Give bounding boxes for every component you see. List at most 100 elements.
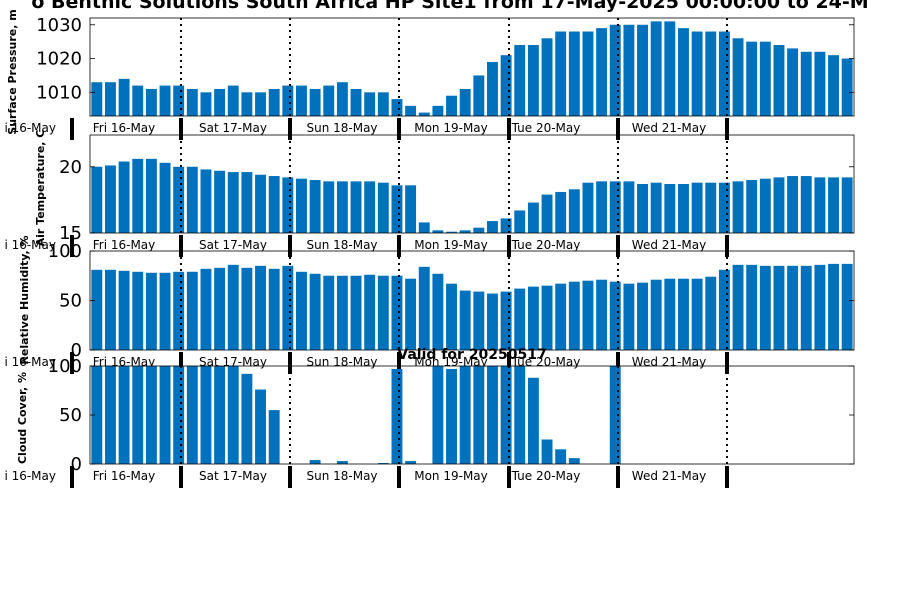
bar (746, 180, 758, 233)
bar (336, 275, 348, 350)
bar (541, 38, 553, 116)
bar (609, 24, 621, 116)
bar (609, 181, 621, 233)
bar (623, 283, 635, 350)
bar (227, 85, 239, 116)
bar (678, 184, 689, 233)
y-axis-label: Cloud Cover, % (16, 372, 29, 464)
bar (145, 272, 157, 350)
bar (145, 158, 157, 233)
bar (296, 271, 307, 350)
bar (705, 276, 717, 350)
bar (255, 174, 266, 233)
bar (432, 230, 444, 233)
bar (118, 78, 130, 116)
bar (527, 286, 539, 350)
bar (459, 230, 471, 233)
bar (200, 268, 212, 350)
bar (514, 210, 526, 233)
bar (227, 366, 239, 464)
bar (200, 169, 212, 233)
bar (732, 264, 744, 350)
bar (214, 366, 226, 464)
x-tick-label: Sat 17-May (199, 121, 267, 135)
bar (637, 24, 648, 116)
bar (296, 85, 307, 116)
x-tick-label: Fri 16-May (93, 469, 156, 483)
bar (336, 461, 348, 464)
bar (418, 266, 430, 350)
bar (91, 269, 103, 350)
x-tick-label: Wed 21-May (632, 355, 706, 369)
x-tick-label-cut: i 16-May (4, 469, 56, 483)
bar (623, 181, 635, 233)
y-tick-label: 50 (59, 291, 82, 312)
bar (596, 279, 608, 350)
bar (787, 176, 799, 233)
bar (650, 279, 662, 350)
bar (500, 55, 512, 116)
bar (500, 366, 512, 464)
bar (459, 88, 471, 116)
bar (691, 182, 703, 233)
bar (568, 281, 580, 350)
bar (377, 463, 389, 464)
x-tick-label: Tue 20-May (511, 469, 581, 483)
x-tick-label: Mon 19-May (414, 469, 488, 483)
x-tick-label: Tue 20-May (511, 355, 581, 369)
bar (746, 41, 758, 116)
bar (268, 410, 280, 464)
bar (746, 264, 758, 350)
bar (159, 272, 171, 350)
bar (814, 51, 826, 116)
bar (459, 290, 471, 350)
bar (405, 185, 417, 233)
bar (200, 92, 212, 116)
bar (268, 88, 280, 116)
bar (841, 263, 853, 350)
bar (596, 28, 608, 116)
bar (105, 82, 116, 116)
bar (255, 92, 266, 116)
bar (446, 95, 457, 116)
bar (473, 366, 485, 464)
x-tick-label-cut: i 16-May (4, 238, 56, 252)
y-tick-label: 100 (48, 356, 82, 377)
x-tick-label: Wed 21-May (632, 121, 706, 135)
bar (391, 185, 403, 233)
x-tick-label: Sun 18-May (306, 469, 377, 483)
panels: 1010 1020 1030 Surface Pressure, m Fri 16-Ma… (4, 9, 855, 488)
bar (309, 273, 321, 350)
bar (241, 267, 253, 350)
panel-1: 1010 1020 1030 Surface Pressure, m Fri 16-Ma… (4, 9, 855, 140)
x-tick-label: Sat 17-May (199, 238, 267, 252)
bar (391, 368, 403, 464)
bar (678, 278, 689, 350)
bar (582, 280, 594, 350)
bar (609, 281, 621, 350)
bar (500, 218, 512, 233)
bar (759, 41, 771, 116)
bar (186, 166, 198, 233)
bar (705, 31, 717, 116)
x-tick-label: Sun 18-May (306, 121, 377, 135)
bar (800, 265, 812, 350)
bar (582, 182, 594, 233)
bar (364, 181, 376, 233)
x-tick-label: Wed 21-May (632, 238, 706, 252)
x-tick-label: Mon 19-May (414, 355, 488, 369)
x-tick-label: Sun 18-May (306, 355, 377, 369)
bar (718, 182, 730, 233)
bar (173, 166, 185, 233)
x-tick-label: Tue 20-May (511, 121, 581, 135)
x-tick-label: Tue 20-May (511, 238, 581, 252)
bar (173, 366, 185, 464)
bar (800, 51, 812, 116)
bar (787, 48, 799, 116)
y-tick-label: 0 (71, 340, 82, 361)
y-axis-label: Air Temperature, C (34, 130, 47, 247)
bar (732, 181, 744, 233)
x-tick-label: Mon 19-May (414, 238, 488, 252)
bar (132, 366, 144, 464)
bar (132, 85, 144, 116)
